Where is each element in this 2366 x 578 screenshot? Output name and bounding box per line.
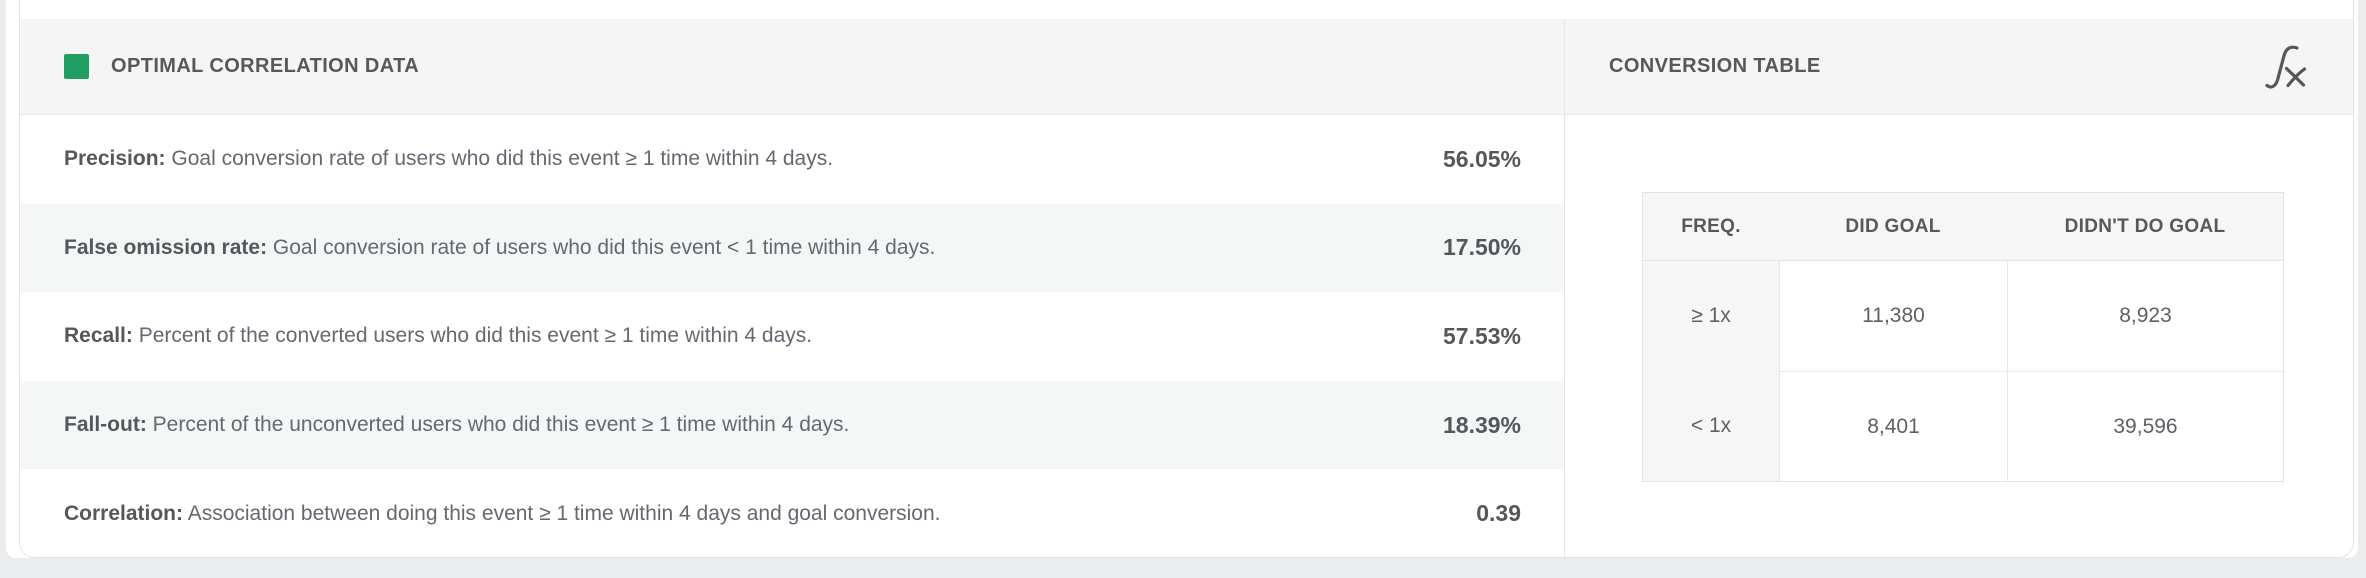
- conversion-table: FREQ. DID GOAL DIDN'T DO GOAL ≥ 1x 11,38…: [1642, 192, 2284, 482]
- conversion-table-header: CONVERSION TABLE: [1565, 19, 2353, 115]
- conversion-table-panel: CONVERSION TABLE FREQ. DID GOAL DIDN'T D…: [1565, 19, 2353, 557]
- metric-description: Percent of the converted users who did t…: [138, 324, 813, 348]
- legend-swatch: [64, 54, 89, 79]
- metric-row-correlation: Correlation: Association between doing t…: [20, 469, 1564, 557]
- metric-value: 56.05%: [1442, 145, 1521, 172]
- freq-cell: ≥ 1x: [1643, 261, 1779, 371]
- function-icon[interactable]: [2261, 41, 2313, 93]
- metric-rows: Precision: Goal conversion rate of users…: [20, 115, 1564, 557]
- column-header-didnt-do-goal: DIDN'T DO GOAL: [2007, 193, 2283, 261]
- freq-cell: < 1x: [1643, 371, 1779, 481]
- metric-row-recall: Recall: Percent of the converted users w…: [20, 292, 1564, 381]
- metric-text: False omission rate: Goal conversion rat…: [64, 236, 935, 260]
- metric-text: Precision: Goal conversion rate of users…: [64, 147, 833, 171]
- metric-row-precision: Precision: Goal conversion rate of users…: [20, 115, 1564, 204]
- metric-value: 18.39%: [1442, 411, 1521, 438]
- metric-text: Recall: Percent of the converted users w…: [64, 324, 812, 348]
- metric-description: Goal conversion rate of users who did th…: [171, 147, 834, 171]
- optimal-correlation-panel: OPTIMAL CORRELATION DATA Precision: Goal…: [20, 19, 1565, 557]
- metric-label: Fall-out:: [64, 413, 147, 437]
- column-header-freq: FREQ.: [1643, 193, 1779, 261]
- metric-value: 57.53%: [1442, 322, 1521, 349]
- metric-description: Association between doing this event ≥ 1…: [187, 501, 941, 525]
- panel-title: CONVERSION TABLE: [1609, 55, 1821, 77]
- metric-label: Correlation:: [64, 501, 184, 525]
- metric-text: Correlation: Association between doing t…: [64, 502, 941, 526]
- did-goal-cell: 11,380: [1779, 261, 2007, 371]
- column-header-did-goal: DID GOAL: [1779, 193, 2007, 261]
- didnt-do-goal-cell: 8,923: [2007, 261, 2283, 371]
- metric-description: Goal conversion rate of users who did th…: [272, 235, 936, 259]
- metric-description: Percent of the unconverted users who did…: [152, 413, 850, 437]
- metric-label: False omission rate:: [64, 235, 268, 259]
- didnt-do-goal-cell: 39,596: [2007, 371, 2283, 481]
- panel-title: OPTIMAL CORRELATION DATA: [111, 55, 420, 77]
- did-goal-cell: 8,401: [1779, 371, 2007, 481]
- metric-row-false-omission-rate: False omission rate: Goal conversion rat…: [20, 203, 1564, 293]
- metric-row-fall-out: Fall-out: Percent of the unconverted use…: [20, 380, 1564, 470]
- conversion-table-area: FREQ. DID GOAL DIDN'T DO GOAL ≥ 1x 11,38…: [1565, 115, 2353, 557]
- metric-label: Recall:: [64, 324, 133, 348]
- optimal-correlation-header: OPTIMAL CORRELATION DATA: [20, 19, 1564, 115]
- correlation-report-card: OPTIMAL CORRELATION DATA Precision: Goal…: [19, 0, 2354, 558]
- metric-text: Fall-out: Percent of the unconverted use…: [64, 413, 849, 437]
- metric-value: 0.39: [1476, 500, 1521, 527]
- metric-value: 17.50%: [1442, 234, 1521, 261]
- metric-label: Precision:: [64, 147, 166, 171]
